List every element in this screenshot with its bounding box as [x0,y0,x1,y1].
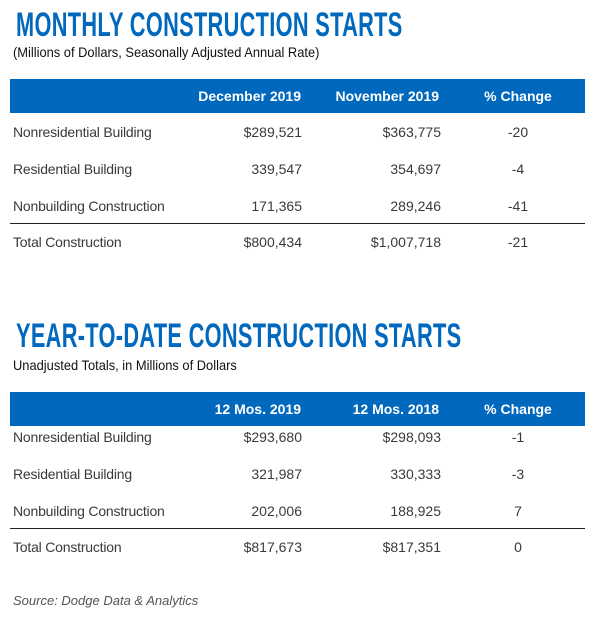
value-previous: 188,925 [390,503,441,519]
value-current: $293,680 [243,429,302,445]
source-note: Source: Dodge Data & Analytics [13,593,199,608]
pct-change: -3 [511,466,525,482]
table-row: Nonbuilding Construction 202,006 188,925 7 [0,503,600,523]
row-label: Nonresidential Building [13,429,152,445]
row-label: Total Construction [13,234,122,250]
value-previous: $1,007,718 [370,234,441,250]
header-12-mos-2019: 12 Mos. 2019 [214,401,301,417]
pct-change: -4 [511,161,525,177]
pct-change: -21 [507,234,529,250]
ytd-total-divider [10,528,585,529]
row-label: Total Construction [13,539,122,555]
value-previous: 289,246 [390,198,441,214]
row-label: Residential Building [13,466,132,482]
value-current: $800,434 [243,234,302,250]
value-current: 321,987 [251,466,302,482]
pct-change: 7 [514,503,522,519]
pct-change: -1 [511,429,525,445]
table-row: Residential Building 339,547 354,697 -4 [0,161,600,181]
row-label: Nonbuilding Construction [13,198,165,214]
pct-change: 0 [514,539,522,555]
ytd-header-row: 12 Mos. 2019 12 Mos. 2018 % Change [10,392,585,426]
value-current: $817,673 [243,539,302,555]
value-current: $289,521 [243,124,302,140]
monthly-subtitle: (Millions of Dollars, Seasonally Adjuste… [13,44,320,60]
value-previous: $363,775 [382,124,441,140]
table-row: Nonresidential Building $293,680 $298,093 -… [0,429,600,449]
row-label: Nonbuilding Construction [13,503,165,519]
ytd-title: YEAR-TO-DATE CONSTRUCTION STARTS [16,317,462,355]
header-pct-change: % Change [484,401,552,417]
total-row: Total Construction $817,673 $817,351 0 [0,539,600,559]
monthly-header-row: December 2019 November 2019 % Change [10,79,585,113]
value-current: 339,547 [251,161,302,177]
row-label: Residential Building [13,161,132,177]
header-pct-change: % Change [484,88,552,104]
monthly-total-divider [10,223,585,224]
header-november-2019: November 2019 [335,88,439,104]
value-previous: 330,333 [390,466,441,482]
header-12-mos-2018: 12 Mos. 2018 [352,401,439,417]
value-current: 202,006 [251,503,302,519]
pct-change: -41 [507,198,529,214]
value-previous: $298,093 [382,429,441,445]
table-row: Nonresidential Building $289,521 $363,775 -… [0,124,600,144]
table-row: Nonbuilding Construction 171,365 289,246 -4… [0,198,600,218]
table-row: Residential Building 321,987 330,333 -3 [0,466,600,486]
ytd-subtitle: Unadjusted Totals, in Millions of Dollar… [13,357,237,373]
value-current: 171,365 [251,198,302,214]
pct-change: -20 [507,124,529,140]
value-previous: $817,351 [382,539,441,555]
row-label: Nonresidential Building [13,124,152,140]
total-row: Total Construction $800,434 $1,007,718 -21 [0,234,600,254]
header-december-2019: December 2019 [198,88,301,104]
value-previous: 354,697 [390,161,441,177]
monthly-title: MONTHLY CONSTRUCTION STARTS [16,6,403,44]
